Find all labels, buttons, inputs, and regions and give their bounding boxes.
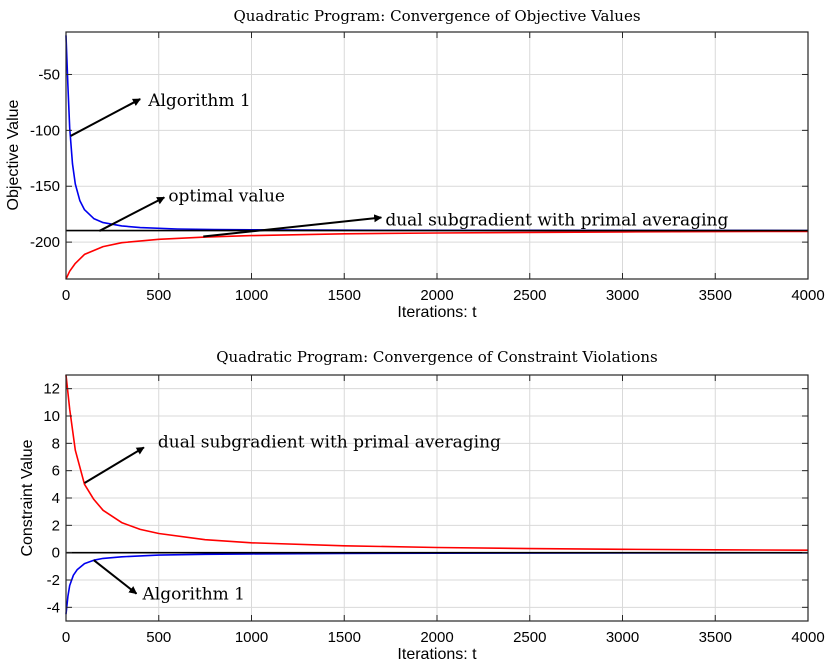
x-tick-label: 4000 [791,629,824,646]
x-tick-label: 500 [146,629,171,646]
x-tick-label: 2500 [513,629,546,646]
y-tick-label: 10 [43,408,60,425]
x-tick-label: 1000 [235,629,268,646]
constraint-annotations: dual subgradient with primal averaging Al… [84,432,501,605]
x-tick-label: 3000 [606,629,639,646]
y-tick-label: -4 [47,599,60,616]
annotation-arrow [93,559,138,595]
y-tick-label: 4 [52,490,60,507]
constraint-ticks: 0 500 1000 1500 2000 2500 3000 3500 4000 12 10 8 6 4 2… [43,375,825,646]
x-tick-label: 1500 [328,629,361,646]
annotation-label: dual subgradient with primal averaging [158,432,501,452]
annotation-label: Algorithm 1 [147,91,251,111]
objective-annotations: Algorithm 1 optimal value dual subgradient… [70,91,728,238]
x-tick-label: 2000 [420,287,453,304]
x-tick-label: 3500 [699,287,732,304]
annotation-arrow [203,214,383,238]
annotation-label: optimal value [168,186,285,206]
annotation-arrow [98,196,166,232]
objective-chart: Quadratic Program: Convergence of Object… [5,7,825,321]
x-tick-label: 3500 [699,629,732,646]
x-tick-label: 4000 [791,287,824,304]
annotation-arrow [70,98,141,137]
constraint-grid [66,375,808,621]
objective-grid [66,32,808,279]
constraint-chart-title: Quadratic Program: Convergence of Constr… [216,348,658,366]
annotation-label: Algorithm 1 [141,585,245,605]
y-tick-label: 6 [52,463,60,480]
y-tick-label: 12 [43,381,60,398]
x-tick-label: 2000 [420,629,453,646]
constraint-x-axis-label: Iterations: t [397,646,477,663]
y-tick-label: -100 [30,122,60,139]
y-tick-label: -200 [30,234,60,251]
x-tick-label: 0 [62,629,70,646]
y-tick-label: -150 [30,178,60,195]
y-tick-label: 8 [52,435,60,452]
objective-ticks: 0 500 1000 1500 2000 2500 3000 3500 4000 -50 -100 -… [30,32,825,304]
annotation-arrow [84,446,145,484]
y-tick-label: -50 [38,66,60,83]
y-tick-label: -2 [47,572,60,589]
objective-chart-title: Quadratic Program: Convergence of Object… [233,7,640,25]
x-tick-label: 1000 [235,287,268,304]
objective-x-axis-label: Iterations: t [397,304,477,321]
x-tick-label: 3000 [606,287,639,304]
x-tick-label: 2500 [513,287,546,304]
constraint-y-axis-label: Constraint Value [19,439,36,556]
annotation-label: dual subgradient with primal averaging [385,211,728,231]
x-tick-label: 1500 [328,287,361,304]
x-tick-label: 500 [146,287,171,304]
objective-y-axis-label: Objective Value [5,99,22,210]
series-line-dual-subgradient-with-primal-averaging [65,374,809,552]
constraint-chart: Quadratic Program: Convergence of Constr… [19,348,825,663]
y-tick-label: 0 [52,545,60,562]
x-tick-label: 0 [62,287,70,304]
y-tick-label: 2 [52,517,60,534]
